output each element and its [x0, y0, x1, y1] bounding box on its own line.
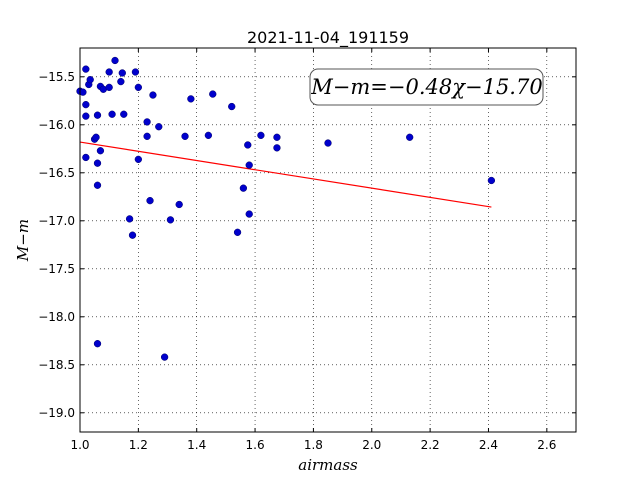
- data-point: [149, 91, 157, 99]
- data-point: [487, 176, 496, 185]
- data-point: [82, 153, 90, 162]
- data-point: [273, 144, 281, 152]
- data-point: [92, 133, 100, 141]
- data-point: [257, 131, 265, 140]
- x-tick-label: 1.0: [70, 438, 89, 452]
- data-point: [244, 141, 252, 149]
- x-tick-label: 1.4: [187, 438, 206, 452]
- data-point: [245, 210, 253, 218]
- data-point: [105, 83, 113, 92]
- data-point: [160, 353, 169, 361]
- data-point: [93, 159, 102, 167]
- y-tick-label: −18.0: [38, 310, 75, 324]
- data-point: [324, 139, 332, 147]
- data-point: [143, 118, 151, 126]
- y-tick-label: −18.5: [38, 358, 75, 372]
- data-point: [209, 90, 217, 98]
- x-tick-label: 2.6: [537, 438, 556, 452]
- data-point: [181, 132, 189, 140]
- y-tick-label: −19.0: [38, 406, 75, 420]
- data-point: [146, 196, 154, 205]
- data-point: [131, 68, 140, 76]
- x-tick-label: 1.2: [129, 438, 148, 452]
- data-point: [120, 110, 128, 118]
- data-point: [105, 68, 113, 76]
- data-point: [406, 133, 414, 141]
- x-tick-label: 2.2: [421, 438, 440, 452]
- data-point: [134, 83, 143, 92]
- ticks: 1.0 1.2 1.4 1.6 1.8 2.0 2.2 2.4 2.6 −15.5 −16.0 −16…: [38, 48, 576, 452]
- data-point: [245, 161, 253, 169]
- data-point: [82, 65, 90, 73]
- y-tick-label: −15.5: [38, 70, 75, 84]
- data-point: [273, 133, 281, 141]
- fit-line-group: [79, 141, 492, 208]
- data-point: [111, 56, 119, 65]
- data-point: [82, 100, 90, 109]
- equation-box: M−m=−0.48χ−15.70: [309, 68, 544, 106]
- data-point: [93, 340, 102, 348]
- y-tick-label: −16.5: [38, 166, 75, 180]
- data-point: [228, 102, 236, 111]
- y-tick-label: −16.0: [38, 118, 75, 132]
- data-point: [134, 155, 143, 164]
- grid: [79, 48, 576, 432]
- data-point: [108, 110, 116, 118]
- data-point: [128, 231, 137, 239]
- data-point: [93, 111, 102, 119]
- data-point: [96, 147, 105, 155]
- fit-line: [79, 141, 492, 208]
- y-axis-label: M−m: [14, 219, 32, 262]
- data-point: [233, 228, 242, 236]
- data-point: [117, 77, 125, 86]
- data-point: [93, 181, 102, 189]
- x-tick-label: 1.6: [246, 438, 265, 452]
- data-point: [143, 132, 151, 140]
- data-point: [204, 131, 213, 140]
- y-tick-label: −17.5: [38, 262, 75, 276]
- equation-box-frame: [309, 68, 544, 106]
- data-point: [82, 112, 90, 120]
- x-tick-label: 2.0: [362, 438, 381, 452]
- x-axis-label: airmass: [298, 456, 358, 474]
- data-point: [239, 184, 248, 192]
- data-point: [79, 88, 87, 96]
- x-tick-label: 2.4: [479, 438, 498, 452]
- fit-equation: M−m=−0.48χ−15.70: [310, 75, 542, 99]
- data-point: [86, 76, 94, 84]
- y-tick-label: −17.0: [38, 214, 75, 228]
- data-point: [155, 123, 163, 131]
- x-tick-label: 1.8: [304, 438, 323, 452]
- plot-frame: [79, 47, 577, 433]
- data-point: [166, 216, 175, 224]
- data-points: [76, 56, 496, 361]
- data-point: [118, 69, 126, 77]
- data-point: [187, 95, 195, 103]
- data-point: [125, 215, 134, 223]
- data-point: [175, 200, 183, 209]
- chart-title: 2021-11-04_191159: [247, 28, 409, 48]
